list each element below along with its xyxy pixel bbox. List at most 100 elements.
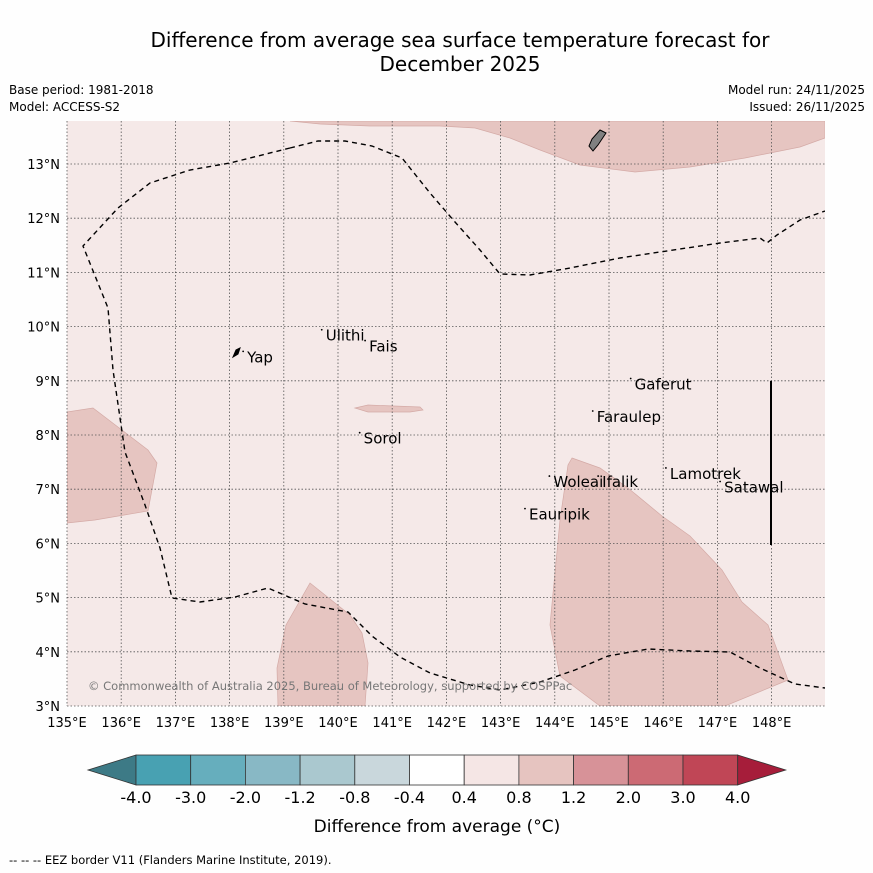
- island-label: Woleai: [553, 473, 603, 491]
- colorbar-segment: [354, 754, 410, 786]
- y-tick-labels: 3°N 4°N 5°N 6°N 7°N 8°N 9°N 10°N 11°N 12°N 13°N: [27, 158, 60, 715]
- colorbar-tick-label: -0.4: [394, 788, 425, 807]
- warm-patch-south-central: [276, 582, 369, 706]
- model-run: Model run: 24/11/2025: [727, 83, 865, 97]
- island-label: Faraulep: [597, 408, 661, 426]
- base-period: Base period: 1981-2018: [9, 83, 154, 97]
- title-line-2: December 2025: [379, 52, 541, 76]
- colorbar-segment: [299, 754, 356, 786]
- colorbar-tick-label: -1.2: [284, 788, 315, 807]
- y-tick-label: 9°N: [36, 375, 61, 390]
- colorbar-segment: [190, 754, 246, 786]
- island-marker: [597, 475, 600, 477]
- colorbar-tick-label: 3.0: [670, 788, 695, 807]
- island-marker: [629, 377, 632, 380]
- island-marker: [548, 475, 551, 477]
- y-tick-label: 8°N: [36, 429, 61, 444]
- x-tick-label: 145°E: [589, 716, 629, 731]
- colorbar-tick-label: -0.8: [339, 788, 370, 807]
- colorbar-segment: [409, 754, 465, 786]
- yap-landmass: [231, 347, 241, 359]
- colorbar-segment: [463, 754, 520, 786]
- island-marker: [591, 410, 594, 412]
- warm-patch-small-strip: [353, 404, 424, 413]
- graticule: [66, 121, 825, 707]
- island-label: Lamotrek: [670, 465, 741, 483]
- colorbar-tick-label: 4.0: [725, 788, 750, 807]
- island-marker: [665, 467, 667, 469]
- y-tick-label: 4°N: [36, 646, 61, 661]
- colorbar-label: Difference from average (°C): [314, 817, 561, 837]
- y-tick-label: 13°N: [27, 158, 60, 173]
- x-tick-label: 142°E: [427, 716, 467, 731]
- colorbar-extend-low: [86, 754, 137, 786]
- island-marker: [719, 480, 722, 483]
- island-marker: [364, 339, 366, 342]
- y-tick-label: 3°N: [36, 700, 61, 715]
- island-marker: [242, 350, 245, 353]
- island-label: Ifalik: [602, 473, 638, 491]
- colorbar-segment: [682, 754, 739, 786]
- x-tick-label: 139°E: [264, 716, 304, 731]
- meta-left: Base period: 1981-2018 Model: ACCESS-S2: [9, 82, 154, 116]
- island-label: Sorol: [364, 430, 402, 448]
- x-tick-label: 137°E: [156, 716, 196, 731]
- y-tick-label: 12°N: [27, 212, 60, 227]
- colorbar: -4.0 -3.0 -2.0 -1.2 -0.8 -0.4 0.4 0.8 1.2 2.0 3.0 4…: [86, 754, 788, 807]
- model-name: Model: ACCESS-S2: [9, 100, 121, 114]
- issued-date: Issued: 26/11/2025: [749, 100, 865, 114]
- x-tick-label: 144°E: [535, 716, 575, 731]
- colorbar-segment: [573, 754, 629, 786]
- colorbar-tick-label: 0.4: [451, 788, 476, 807]
- colorbar-tick-label: -2.0: [230, 788, 261, 807]
- warm-anomaly-patches: [67, 121, 825, 706]
- eez-borders: [82, 140, 825, 691]
- colorbar-tick-label: 0.8: [506, 788, 531, 807]
- x-tick-label: 141°E: [372, 716, 412, 731]
- guam-landmass: [588, 129, 607, 152]
- colorbar-segment: [135, 754, 192, 786]
- title-line-1: Difference from average sea surface temp…: [150, 28, 770, 52]
- colorbar-segment: [244, 754, 301, 786]
- y-tick-label: 5°N: [36, 592, 61, 607]
- island-label: Eauripik: [529, 506, 590, 524]
- x-tick-labels: 135°E 136°E 137°E 138°E 139°E 140°E 141°E 142°E…: [47, 716, 791, 731]
- x-tick-label: 135°E: [47, 716, 87, 731]
- island-label: Ulithi: [326, 327, 365, 345]
- island-marker: [524, 507, 526, 510]
- island-marker: [320, 328, 323, 331]
- colorbar-segment: [518, 754, 575, 786]
- warm-patch-north: [289, 121, 825, 173]
- y-tick-label: 11°N: [27, 266, 60, 281]
- colorbar-tick-label: 1.2: [561, 788, 586, 807]
- map-copyright: © Commonwealth of Australia 2025, Bureau…: [88, 679, 572, 693]
- y-tick-label: 7°N: [36, 483, 61, 498]
- island-marker: [358, 431, 361, 434]
- island-label: Gaferut: [635, 376, 692, 394]
- y-tick-label: 10°N: [27, 321, 60, 336]
- meta-right: Model run: 24/11/2025 Issued: 26/11/2025: [728, 82, 865, 116]
- eez-border-fsm-palau: [289, 140, 825, 276]
- colorbar-tick-label: -4.0: [120, 788, 151, 807]
- island-label: Yap: [246, 348, 273, 366]
- colorbar-tick-label: 2.0: [616, 788, 641, 807]
- x-tick-label: 147°E: [698, 716, 738, 731]
- map-title: Difference from average sea surface temp…: [60, 28, 860, 76]
- y-tick-label: 6°N: [36, 537, 61, 552]
- eez-border-west: [82, 147, 825, 691]
- warm-patch-west: [67, 407, 158, 524]
- colorbar-extend-high: [737, 754, 788, 786]
- eez-footnote: -- -- -- EEZ border V11 (Flanders Marine…: [9, 853, 332, 867]
- x-tick-label: 136°E: [101, 716, 141, 731]
- x-tick-label: 138°E: [210, 716, 250, 731]
- x-tick-label: 140°E: [318, 716, 358, 731]
- island-label: Satawal: [724, 478, 783, 496]
- x-tick-label: 143°E: [481, 716, 521, 731]
- colorbar-tick-label: -3.0: [175, 788, 206, 807]
- x-tick-label: 148°E: [752, 716, 792, 731]
- island-label: Fais: [369, 338, 398, 356]
- x-tick-label: 146°E: [643, 716, 683, 731]
- colorbar-segment: [627, 754, 684, 786]
